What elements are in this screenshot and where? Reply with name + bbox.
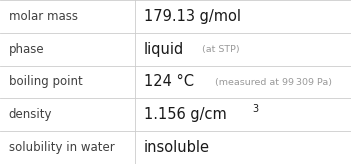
Text: solubility in water: solubility in water [9,141,114,154]
Text: liquid: liquid [144,42,184,57]
Text: 3: 3 [252,104,259,114]
Text: 124 °C: 124 °C [144,74,194,90]
Text: 1.156 g/cm: 1.156 g/cm [144,107,227,122]
Text: boiling point: boiling point [9,75,82,89]
Text: phase: phase [9,43,44,56]
Text: 179.13 g/mol: 179.13 g/mol [144,9,241,24]
Text: insoluble: insoluble [144,140,210,155]
Text: (measured at 99 309 Pa): (measured at 99 309 Pa) [215,78,332,86]
Text: molar mass: molar mass [9,10,78,23]
Text: (at STP): (at STP) [202,45,240,54]
Text: density: density [9,108,52,121]
